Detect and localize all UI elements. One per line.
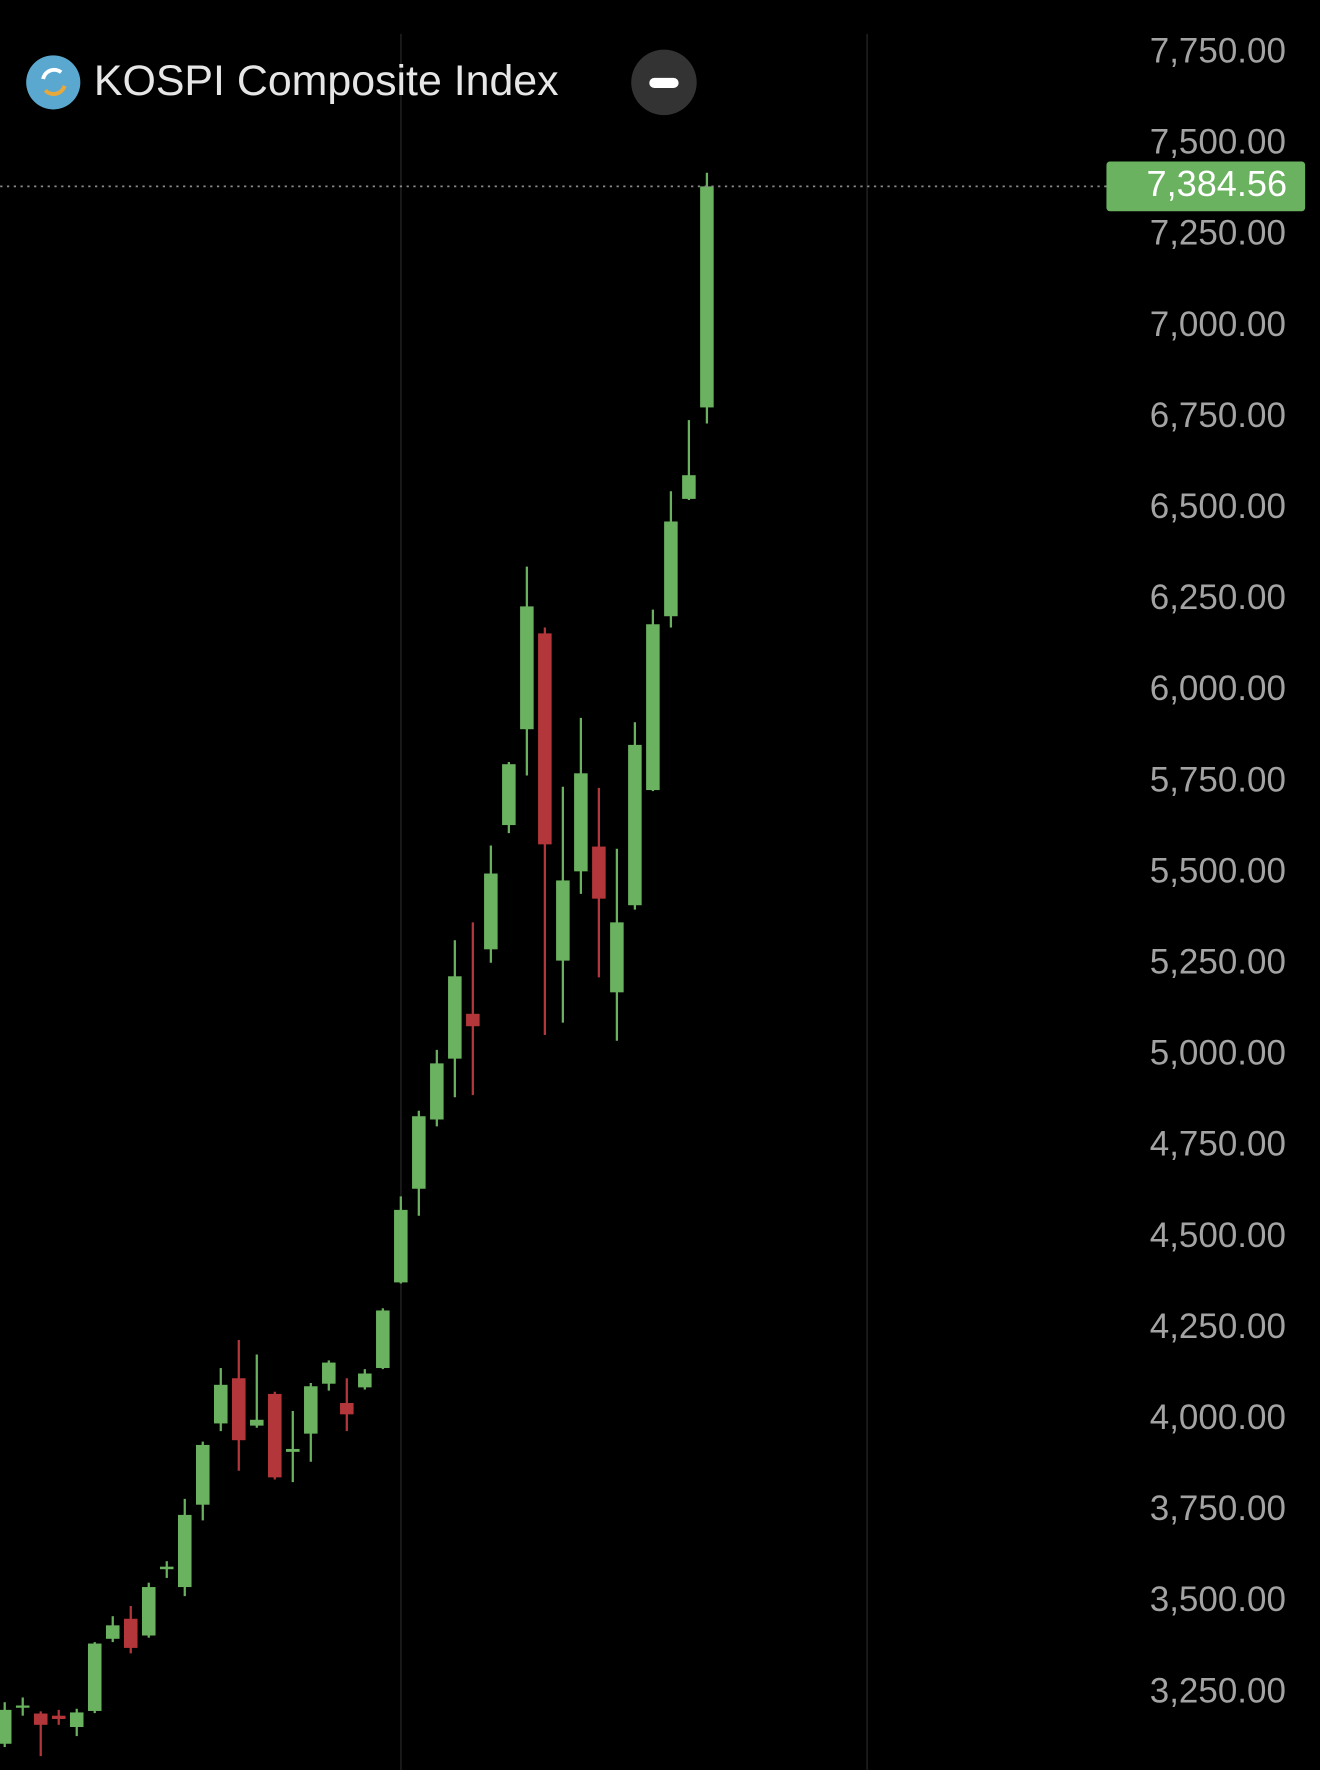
y-tick-label: 5,750.00 (1150, 760, 1286, 799)
candle-body (250, 1419, 264, 1426)
candle-body (592, 846, 606, 899)
candle-body (105, 1625, 120, 1639)
candle-body (159, 1566, 174, 1570)
candle-body (123, 1618, 138, 1648)
candle-body (322, 1362, 336, 1384)
candle-body (646, 624, 660, 791)
candle-body (394, 1209, 408, 1283)
y-tick-label: 6,750.00 (1150, 396, 1286, 435)
candle-body (141, 1587, 156, 1636)
y-tick-label: 6,500.00 (1150, 487, 1286, 526)
candle-body (195, 1444, 210, 1505)
candle-body (214, 1384, 228, 1424)
candle-body (376, 1310, 390, 1369)
candle-body (286, 1448, 300, 1452)
index-icon (26, 55, 81, 110)
candle-body (0, 1709, 12, 1744)
candle-body (232, 1378, 246, 1441)
y-tick-label: 5,250.00 (1150, 943, 1286, 982)
candle-body (484, 873, 498, 950)
candle-body (33, 1713, 48, 1725)
candle-body (51, 1715, 66, 1719)
candle-body (448, 976, 462, 1059)
plot-area (0, 172, 714, 1757)
candle-body (430, 1063, 444, 1120)
candle-body (556, 880, 570, 961)
y-tick-label: 3,250.00 (1150, 1671, 1286, 1710)
y-tick-label: 4,250.00 (1150, 1307, 1286, 1346)
collapse-icon (649, 77, 679, 89)
candle-body (87, 1643, 102, 1711)
candle-body (502, 764, 516, 826)
candle-body (628, 744, 642, 906)
icon-arc (41, 67, 63, 80)
icon-arc (43, 85, 67, 96)
candle-body (700, 186, 714, 408)
y-tick-label: 4,500.00 (1150, 1216, 1286, 1255)
candle-body (664, 521, 678, 617)
y-tick-label: 7,750.00 (1150, 31, 1286, 70)
last-price-label: 7,384.56 (1147, 163, 1288, 204)
candle-body (15, 1705, 30, 1708)
y-tick-label: 5,000.00 (1150, 1034, 1286, 1073)
candle-body (304, 1386, 318, 1434)
y-tick-label: 6,250.00 (1150, 578, 1286, 617)
y-tick-label: 7,000.00 (1150, 305, 1286, 344)
candle-body (610, 922, 624, 993)
candle-body (682, 475, 696, 499)
last-price-badge (1106, 161, 1306, 212)
candle-body (358, 1373, 372, 1388)
y-tick-label: 3,500.00 (1150, 1580, 1286, 1619)
candle-body (69, 1712, 84, 1727)
candle-body (412, 1116, 426, 1189)
candle-body (268, 1393, 282, 1478)
y-tick-label: 4,000.00 (1150, 1398, 1286, 1437)
candle-body (574, 773, 588, 872)
y-tick-label: 4,750.00 (1150, 1125, 1286, 1164)
candle-body (520, 606, 534, 730)
y-tick-label: 7,500.00 (1150, 123, 1286, 162)
candle-body (177, 1514, 192, 1588)
y-tick-label: 7,250.00 (1150, 214, 1286, 253)
chart-title: KOSPI Composite Index (94, 57, 559, 105)
y-tick-label: 6,000.00 (1150, 669, 1286, 708)
candle-body (340, 1403, 354, 1415)
candle-body (466, 1013, 480, 1027)
y-tick-label: 5,500.00 (1150, 851, 1286, 890)
title-bar: KOSPI Composite Index (26, 49, 697, 116)
candle-body (538, 633, 552, 845)
y-tick-label: 3,750.00 (1150, 1489, 1286, 1528)
